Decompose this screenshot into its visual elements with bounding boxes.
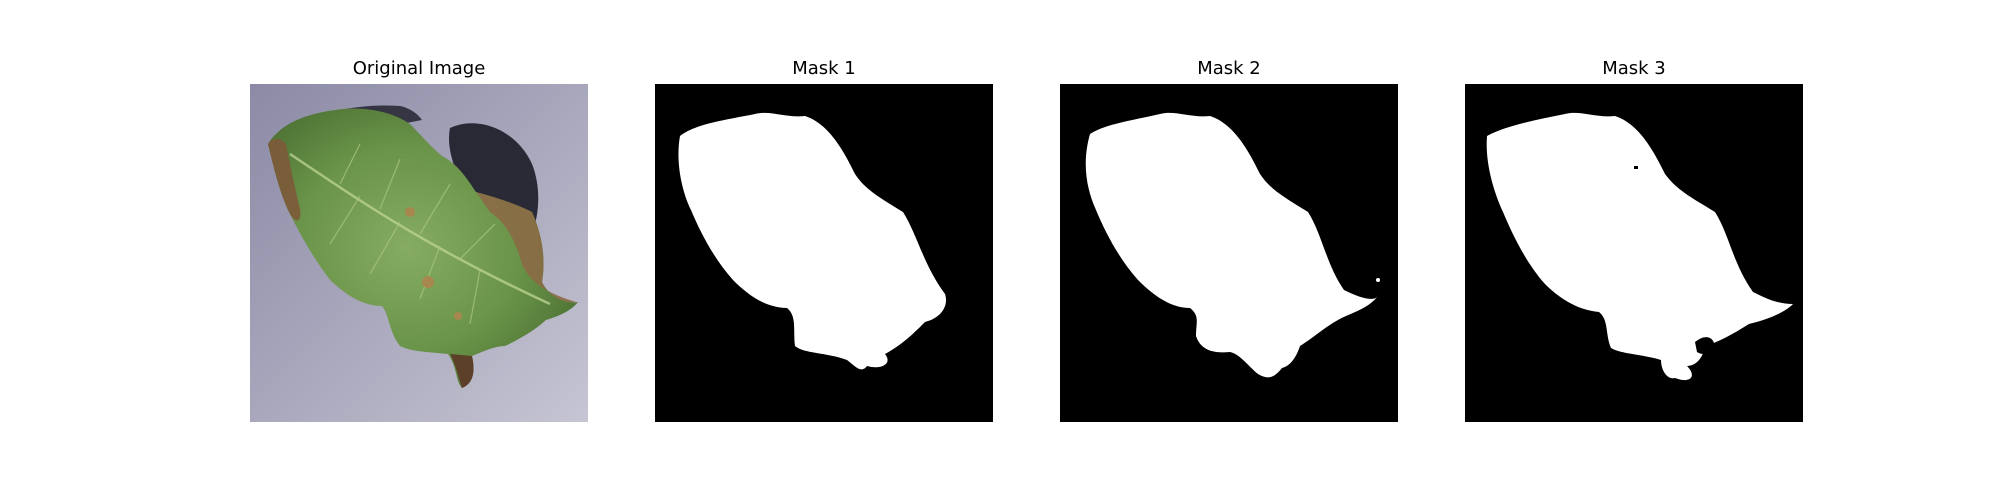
panel-mask-1: Mask 1 [655,0,993,500]
mask-region [1085,112,1378,378]
mask-region [678,112,947,370]
original-leaf-photo [250,84,588,422]
leaf-stem [450,354,474,388]
leaf-body [268,108,578,388]
mask-speck [1364,298,1368,302]
mask-2-image [1060,84,1398,422]
panel-title: Mask 2 [1197,58,1261,79]
mask-1-image [655,84,993,422]
leaf-spot [405,207,415,217]
leaf-veins [329,143,496,325]
mask-speck [1376,278,1380,282]
panel-title: Original Image [352,58,486,79]
panel-mask-2: Mask 2 [1060,0,1398,500]
panel-title: Mask 3 [1602,58,1666,79]
panel-title: Mask 1 [792,58,856,79]
mask-hole [1695,337,1715,354]
mask-hole [1634,166,1638,169]
mask-region [1486,112,1793,381]
panel-mask-3: Mask 3 [1465,0,1803,500]
mask-3-image [1465,84,1803,422]
leaf-brown-edge-left [268,138,301,221]
leaf-midrib [289,152,551,306]
leaf-brown-edge-right [476,192,576,303]
leaf-spot [422,276,434,288]
panel-original-image: Original Image [250,0,588,500]
leaf-spot [454,312,462,320]
